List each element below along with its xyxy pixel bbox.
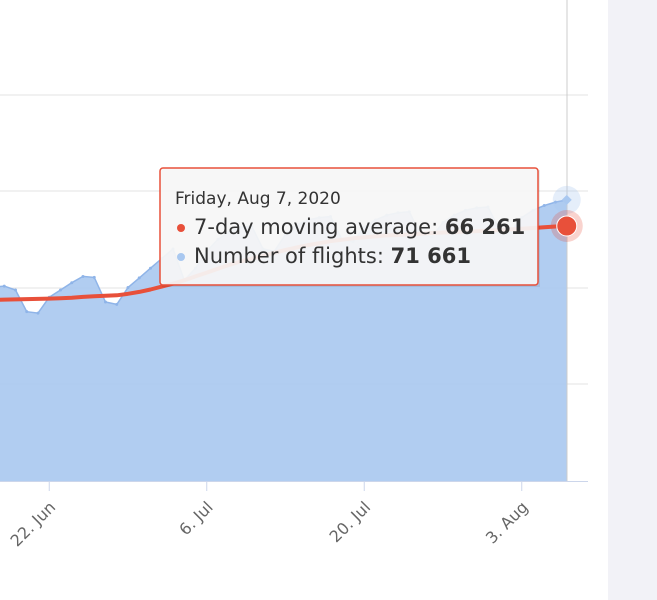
tooltip-bullet [177,253,185,261]
x-tick-label: 20. Jul [326,498,375,547]
series-value: 66 261 [445,215,525,239]
point [137,276,141,280]
tooltip: Friday, Aug 7, 2020 7-day moving average… [159,167,540,287]
point [2,284,6,288]
point [92,275,96,279]
point [126,286,130,290]
x-tick-label: 6. Jul [175,498,216,539]
hover-point [561,194,572,205]
point [70,281,74,285]
point [36,311,40,315]
point [115,302,119,306]
hover-point [556,215,578,237]
side-panel [608,0,657,600]
point [25,310,29,314]
x-ticks: 22. Jun 6. Jul 20. Jul 3. Aug [7,481,532,550]
series-name: Number of flights [194,244,377,268]
tooltip-title: Friday, Aug 7, 2020 [175,189,341,209]
series-value: 71 661 [391,244,471,268]
point [59,288,62,292]
tooltip-bullet [177,224,185,232]
markers [550,185,583,242]
point [81,274,85,278]
point [542,204,546,208]
series-name: 7-day moving average [194,215,431,239]
tooltip-box [159,167,539,286]
x-tick-label: 3. Aug [482,498,532,548]
tooltip-row: 7-day moving average: 66 261 [194,215,525,239]
point [104,300,107,304]
tooltip-row: Number of flights: 71 661 [194,244,471,268]
point [14,288,17,292]
point [554,200,557,204]
point [149,266,152,270]
x-tick-label: 22. Jun [7,498,60,551]
